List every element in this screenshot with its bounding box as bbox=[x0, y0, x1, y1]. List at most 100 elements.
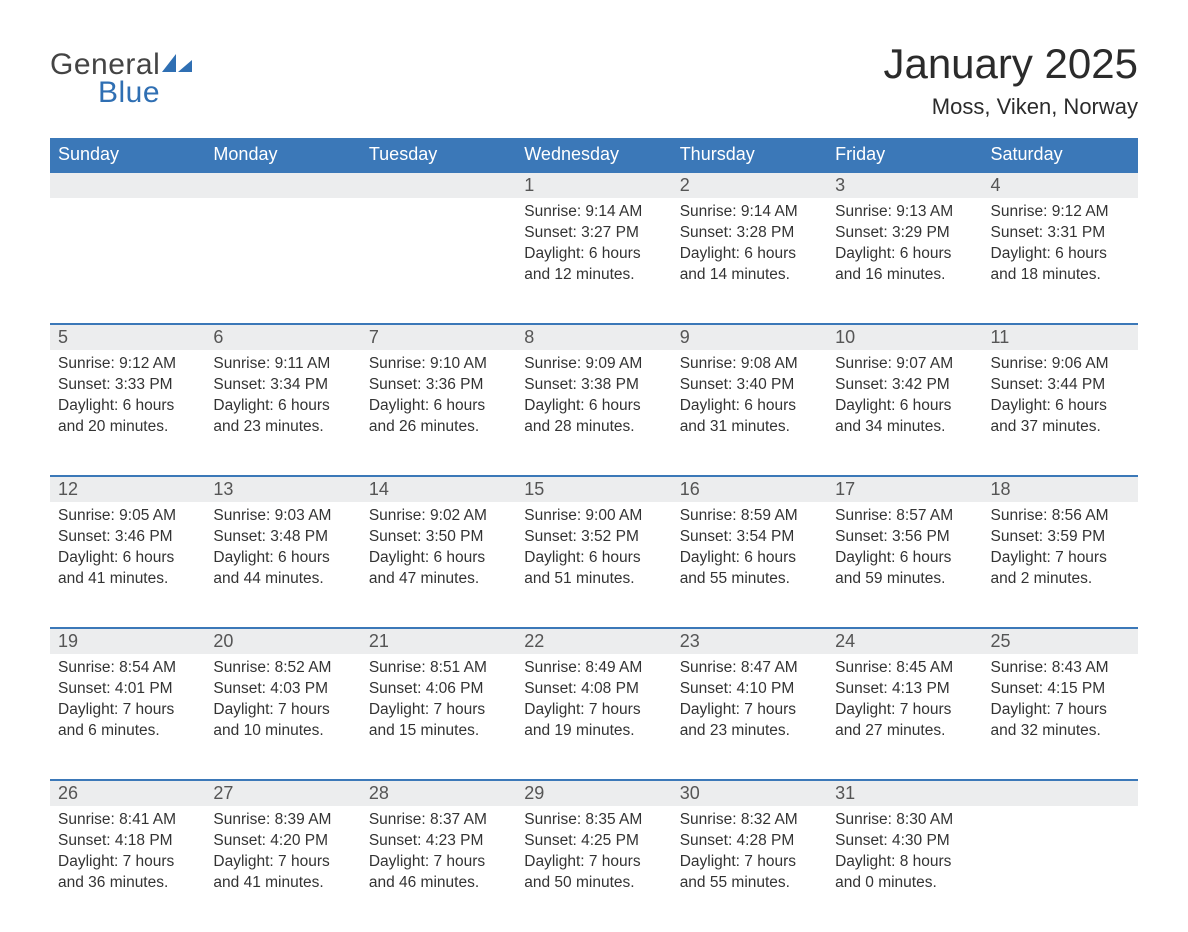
daylight-line-2: and 51 minutes. bbox=[524, 569, 663, 590]
day-content-cell: Sunrise: 8:37 AMSunset: 4:23 PMDaylight:… bbox=[361, 806, 516, 932]
daylight-line-2: and 16 minutes. bbox=[835, 265, 974, 286]
daylight-line-2: and 55 minutes. bbox=[680, 873, 819, 894]
sunset-line: Sunset: 3:33 PM bbox=[58, 375, 197, 396]
day-number-cell: 16 bbox=[672, 476, 827, 502]
day-number-cell: 23 bbox=[672, 628, 827, 654]
daynum-row: 12131415161718 bbox=[50, 476, 1138, 502]
day-header: Tuesday bbox=[361, 138, 516, 172]
sunrise-line: Sunrise: 9:07 AM bbox=[835, 354, 974, 375]
day-content-cell: Sunrise: 8:30 AMSunset: 4:30 PMDaylight:… bbox=[827, 806, 982, 932]
sunset-line: Sunset: 4:13 PM bbox=[835, 679, 974, 700]
sunrise-line: Sunrise: 9:14 AM bbox=[680, 202, 819, 223]
logo-swoosh-icon bbox=[162, 52, 196, 74]
calendar-body: 1234Sunrise: 9:14 AMSunset: 3:27 PMDayli… bbox=[50, 172, 1138, 932]
daylight-line-2: and 41 minutes. bbox=[213, 873, 352, 894]
day-content-row: Sunrise: 8:41 AMSunset: 4:18 PMDaylight:… bbox=[50, 806, 1138, 932]
day-content-cell: Sunrise: 8:54 AMSunset: 4:01 PMDaylight:… bbox=[50, 654, 205, 780]
day-content-cell: Sunrise: 8:59 AMSunset: 3:54 PMDaylight:… bbox=[672, 502, 827, 628]
day-header: Thursday bbox=[672, 138, 827, 172]
day-number-cell: 13 bbox=[205, 476, 360, 502]
sunset-line: Sunset: 3:48 PM bbox=[213, 527, 352, 548]
sunset-line: Sunset: 3:59 PM bbox=[991, 527, 1130, 548]
sunrise-line: Sunrise: 9:10 AM bbox=[369, 354, 508, 375]
daylight-line-2: and 12 minutes. bbox=[524, 265, 663, 286]
day-number-cell: 10 bbox=[827, 324, 982, 350]
sunrise-line: Sunrise: 8:32 AM bbox=[680, 810, 819, 831]
day-number-cell: 28 bbox=[361, 780, 516, 806]
day-content-row: Sunrise: 9:12 AMSunset: 3:33 PM Daylight:… bbox=[50, 350, 1138, 476]
sunrise-line: Sunrise: 9:12 AM bbox=[58, 354, 197, 375]
sunset-line: Sunset: 3:42 PM bbox=[835, 375, 974, 396]
daylight-line-2: and 2 minutes. bbox=[991, 569, 1130, 590]
daynum-row: 19202122232425 bbox=[50, 628, 1138, 654]
daylight-line-1: Daylight: 6 hours bbox=[524, 244, 663, 265]
daylight-line-2: and 20 minutes. bbox=[58, 417, 197, 438]
day-number-cell: 4 bbox=[983, 172, 1138, 198]
sunset-line: Sunset: 3:56 PM bbox=[835, 527, 974, 548]
sunrise-line: Sunrise: 9:08 AM bbox=[680, 354, 819, 375]
daylight-line-1: Daylight: 7 hours bbox=[58, 852, 197, 873]
sunset-line: Sunset: 4:06 PM bbox=[369, 679, 508, 700]
day-content-cell: Sunrise: 8:57 AMSunset: 3:56 PMDaylight:… bbox=[827, 502, 982, 628]
day-number-cell: 19 bbox=[50, 628, 205, 654]
day-content-cell: Sunrise: 9:11 AMSunset: 3:34 PMDaylight:… bbox=[205, 350, 360, 476]
header: General Blue January 2025 Moss, Viken, N… bbox=[50, 40, 1138, 120]
sunrise-line: Sunrise: 8:43 AM bbox=[991, 658, 1130, 679]
daylight-line-1: Daylight: 7 hours bbox=[835, 700, 974, 721]
day-number-cell bbox=[983, 780, 1138, 806]
daylight-line-1: Daylight: 6 hours bbox=[58, 548, 197, 569]
day-content-cell bbox=[205, 198, 360, 324]
daylight-line-1: Daylight: 6 hours bbox=[369, 548, 508, 569]
daylight-line-1: Daylight: 7 hours bbox=[58, 700, 197, 721]
sunrise-line: Sunrise: 8:59 AM bbox=[680, 506, 819, 527]
sunrise-line: Sunrise: 9:00 AM bbox=[524, 506, 663, 527]
daylight-line-1: Daylight: 6 hours bbox=[213, 396, 352, 417]
day-content-cell: Sunrise: 8:39 AMSunset: 4:20 PMDaylight:… bbox=[205, 806, 360, 932]
daylight-line-2: and 50 minutes. bbox=[524, 873, 663, 894]
sunrise-line: Sunrise: 9:09 AM bbox=[524, 354, 663, 375]
daynum-row: 262728293031 bbox=[50, 780, 1138, 806]
sunset-line: Sunset: 4:08 PM bbox=[524, 679, 663, 700]
day-number-cell: 27 bbox=[205, 780, 360, 806]
sunrise-line: Sunrise: 8:39 AM bbox=[213, 810, 352, 831]
sunrise-line: Sunrise: 9:02 AM bbox=[369, 506, 508, 527]
daylight-line-1: Daylight: 6 hours bbox=[991, 244, 1130, 265]
daylight-line-2: and 37 minutes. bbox=[991, 417, 1130, 438]
day-number-cell: 30 bbox=[672, 780, 827, 806]
day-header: Saturday bbox=[983, 138, 1138, 172]
day-number-cell: 8 bbox=[516, 324, 671, 350]
day-number-cell: 24 bbox=[827, 628, 982, 654]
daylight-line-2: and 23 minutes. bbox=[213, 417, 352, 438]
day-content-cell bbox=[50, 198, 205, 324]
daylight-line-2: and 15 minutes. bbox=[369, 721, 508, 742]
day-header: Wednesday bbox=[516, 138, 671, 172]
day-content-cell bbox=[361, 198, 516, 324]
daylight-line-2: and 47 minutes. bbox=[369, 569, 508, 590]
daylight-line-1: Daylight: 6 hours bbox=[835, 548, 974, 569]
daylight-line-1: Daylight: 7 hours bbox=[524, 852, 663, 873]
daynum-row: 1234 bbox=[50, 172, 1138, 198]
daylight-line-2: and 28 minutes. bbox=[524, 417, 663, 438]
day-number-cell: 31 bbox=[827, 780, 982, 806]
location: Moss, Viken, Norway bbox=[883, 94, 1138, 120]
sunrise-line: Sunrise: 9:13 AM bbox=[835, 202, 974, 223]
daylight-line-2: and 14 minutes. bbox=[680, 265, 819, 286]
daylight-line-1: Daylight: 6 hours bbox=[991, 396, 1130, 417]
day-content-cell: Sunrise: 9:03 AMSunset: 3:48 PMDaylight:… bbox=[205, 502, 360, 628]
day-number-cell: 20 bbox=[205, 628, 360, 654]
day-content-cell: Sunrise: 9:10 AMSunset: 3:36 PMDaylight:… bbox=[361, 350, 516, 476]
daylight-line-1: Daylight: 8 hours bbox=[835, 852, 974, 873]
day-content-cell: Sunrise: 8:43 AMSunset: 4:15 PMDaylight:… bbox=[983, 654, 1138, 780]
sunrise-line: Sunrise: 8:54 AM bbox=[58, 658, 197, 679]
day-content-cell: Sunrise: 9:12 AMSunset: 3:33 PMDaylight:… bbox=[50, 350, 205, 476]
sunset-line: Sunset: 4:01 PM bbox=[58, 679, 197, 700]
sunrise-line: Sunrise: 9:12 AM bbox=[991, 202, 1130, 223]
sunset-line: Sunset: 3:40 PM bbox=[680, 375, 819, 396]
day-content-cell: Sunrise: 9:06 AMSunset: 3:44 PMDaylight:… bbox=[983, 350, 1138, 476]
day-header: Monday bbox=[205, 138, 360, 172]
day-number-cell: 1 bbox=[516, 172, 671, 198]
day-number-cell: 22 bbox=[516, 628, 671, 654]
month-title: January 2025 bbox=[883, 40, 1138, 88]
sunset-line: Sunset: 3:54 PM bbox=[680, 527, 819, 548]
sunset-line: Sunset: 4:23 PM bbox=[369, 831, 508, 852]
